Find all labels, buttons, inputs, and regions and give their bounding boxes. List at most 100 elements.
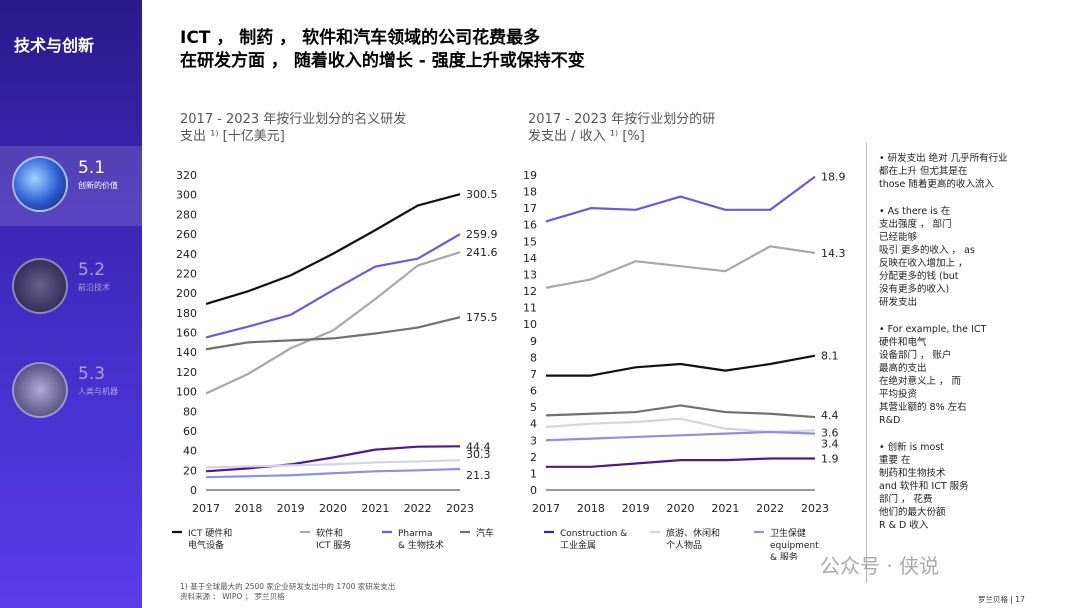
y-tick-label: 20 xyxy=(183,464,197,477)
legend-label-ict: ICT 硬件和 xyxy=(188,527,232,539)
note-2-text: As there is 在 支出强度 ， 部门 已经能够 吸引 更多的收入 ， … xyxy=(879,206,975,308)
y-tick-label: 8 xyxy=(530,351,537,364)
chart-1-title-line-2: 支出 ¹⁾ [十亿美元] xyxy=(180,129,285,144)
x-tick-label: 2018 xyxy=(234,502,262,515)
end-label-construction: 1.9 xyxy=(821,453,839,466)
note-1-text: 研发支出 绝对 几乎所有行业 都在上升 但尤其是在 those 随着更高的收入流… xyxy=(879,153,1008,190)
x-tick-label: 2023 xyxy=(801,502,829,515)
end-label-ict: 300.5 xyxy=(466,188,498,201)
legend-label-health: 卫生保健 xyxy=(770,527,806,539)
end-label-leisure: 3.6 xyxy=(821,426,839,439)
legend-label-pharma: & 生物技术 xyxy=(398,539,444,551)
x-tick-label: 2022 xyxy=(756,502,784,515)
note-2: • As there is 在 支出强度 ， 部门 已经能够 吸引 更多的收入 … xyxy=(879,206,975,308)
divider xyxy=(866,143,867,583)
series-line-software xyxy=(545,245,816,289)
series-line-software xyxy=(205,251,461,395)
y-tick-label: 60 xyxy=(183,425,197,438)
note-4: • 创新 is most 重要 在 制药和生物技术 and 软件和 ICT 服务… xyxy=(879,442,969,531)
x-tick-label: 2018 xyxy=(577,502,605,515)
rd-spend-chart: 0 20 40 60 80 100 120 140 160 180 200 220 240 260 280 3… xyxy=(172,169,498,551)
y-tick-label: 7 xyxy=(530,368,537,381)
legend-label-software: 软件和 xyxy=(316,527,343,539)
chart-2-title-line-1: 2017 - 2023 年按行业划分的研 xyxy=(528,112,716,127)
y-tick-label: 17 xyxy=(523,202,537,215)
chart-2-title: 2017 - 2023 年按行业划分的研 发支出 / 收入 ¹⁾ [%] xyxy=(528,111,715,145)
page-headline: ICT ， 制药 ， 软件和汽车领域的公司花费最多 在研发方面 ， 随着收入的增… xyxy=(180,27,585,73)
y-tick-label: 10 xyxy=(523,318,537,331)
x-tick-label: 2019 xyxy=(277,502,305,515)
y-tick-label: 80 xyxy=(183,405,197,418)
x-tick-label: 2022 xyxy=(404,502,432,515)
section-title: 技术与创新 xyxy=(14,36,95,55)
y-tick-label: 320 xyxy=(176,169,197,182)
end-label-health: 3.4 xyxy=(821,438,839,451)
page-number: 罗兰贝格 | 17 xyxy=(978,595,1025,604)
x-tick-label: 2023 xyxy=(446,502,474,515)
y-tick-label: 220 xyxy=(176,267,197,280)
y-tick-label: 6 xyxy=(530,385,537,398)
legend-label-leisure: 旅游、休闲和 xyxy=(666,527,720,539)
x-tick-label: 2020 xyxy=(667,502,695,515)
x-tick-label: 2021 xyxy=(711,502,739,515)
nav-item-5-3[interactable]: 5.3 人类与机器 xyxy=(0,352,142,432)
nav-item-5-1[interactable]: 5.1 创新的价值 xyxy=(0,146,142,226)
footnote-line-1: 1) 基于全球最大的 2500 家企业研发支出中的 1700 家研发支出 xyxy=(180,582,396,591)
y-tick-label: 3 xyxy=(530,434,537,447)
y-tick-label: 11 xyxy=(523,302,537,315)
headline-line-2: 在研发方面 ， 随着收入的增长 - 强度上升或保持不变 xyxy=(180,51,585,71)
y-tick-label: 2 xyxy=(530,451,537,464)
y-tick-label: 15 xyxy=(523,235,537,248)
y-tick-label: 180 xyxy=(176,307,197,320)
nav-label: 前沿技术 xyxy=(78,283,110,292)
y-tick-label: 18 xyxy=(523,186,537,199)
series-line-leisure xyxy=(545,417,816,434)
chart-1-title-line-1: 2017 - 2023 年按行业划分的名义研发 xyxy=(180,112,407,127)
y-tick-label: 12 xyxy=(523,285,537,298)
legend-label-auto: 汽车 xyxy=(476,527,494,539)
note-4-text: 创新 is most 重要 在 制药和生物技术 and 软件和 ICT 服务 部… xyxy=(879,442,969,531)
x-tick-label: 2017 xyxy=(192,502,220,515)
y-tick-label: 13 xyxy=(523,268,537,281)
y-tick-label: 0 xyxy=(190,484,197,497)
sidebar: 技术与创新 5.1 创新的价值 5.2 前沿技术 5.3 人类与机器 xyxy=(0,0,142,608)
note-1: • 研发支出 绝对 几乎所有行业 都在上升 但尤其是在 those 随着更高的收… xyxy=(879,153,1008,190)
y-tick-label: 100 xyxy=(176,386,197,399)
y-tick-label: 14 xyxy=(523,252,537,265)
y-tick-label: 280 xyxy=(176,208,197,221)
end-label-ict: 8.1 xyxy=(821,350,839,363)
y-tick-label: 140 xyxy=(176,346,197,359)
watermark: 公众号 · 侠说 xyxy=(820,554,940,578)
series-line-construction xyxy=(546,457,815,468)
y-tick-label: 4 xyxy=(530,418,537,431)
y-tick-label: 40 xyxy=(183,445,197,458)
series-line-auto xyxy=(545,404,816,419)
note-3-text: For example, the ICT 硬件和电气 设备部门 ， 账户 最高的… xyxy=(879,324,987,426)
legend-label-health: equipment xyxy=(770,541,819,551)
series-line-auto xyxy=(205,316,461,351)
y-tick-label: 1 xyxy=(530,467,537,480)
series-line-ict xyxy=(546,354,816,377)
series-line-health xyxy=(205,467,461,479)
x-tick-label: 2019 xyxy=(622,502,650,515)
y-tick-label: 200 xyxy=(176,287,197,300)
headline-line-1: ICT ， 制药 ， 软件和汽车领域的公司花费最多 xyxy=(180,28,541,48)
end-label-software: 241.6 xyxy=(466,246,498,259)
nav-number: 5.3 xyxy=(78,364,106,384)
y-tick-label: 19 xyxy=(523,169,537,182)
y-tick-label: 260 xyxy=(176,228,197,241)
y-tick-label: 300 xyxy=(176,189,197,202)
y-tick-label: 240 xyxy=(176,248,197,261)
series-line-pharma xyxy=(205,233,461,339)
nav-item-5-2[interactable]: 5.2 前沿技术 xyxy=(0,248,142,328)
end-label-leisure: 30.3 xyxy=(466,448,491,461)
footnote: 1) 基于全球最大的 2500 家企业研发支出中的 1700 家研发支出 资料来… xyxy=(180,582,395,602)
legend-label-construction: Construction & xyxy=(560,529,627,539)
y-tick-label: 16 xyxy=(523,219,537,232)
robot-hand-thumbnail xyxy=(12,362,68,418)
innovation-thumbnail xyxy=(12,156,68,212)
nav-label: 创新的价值 xyxy=(78,181,118,190)
note-3: • For example, the ICT 硬件和电气 设备部门 ， 账户 最… xyxy=(879,324,987,426)
end-label-construction: 44.4 xyxy=(466,440,491,453)
